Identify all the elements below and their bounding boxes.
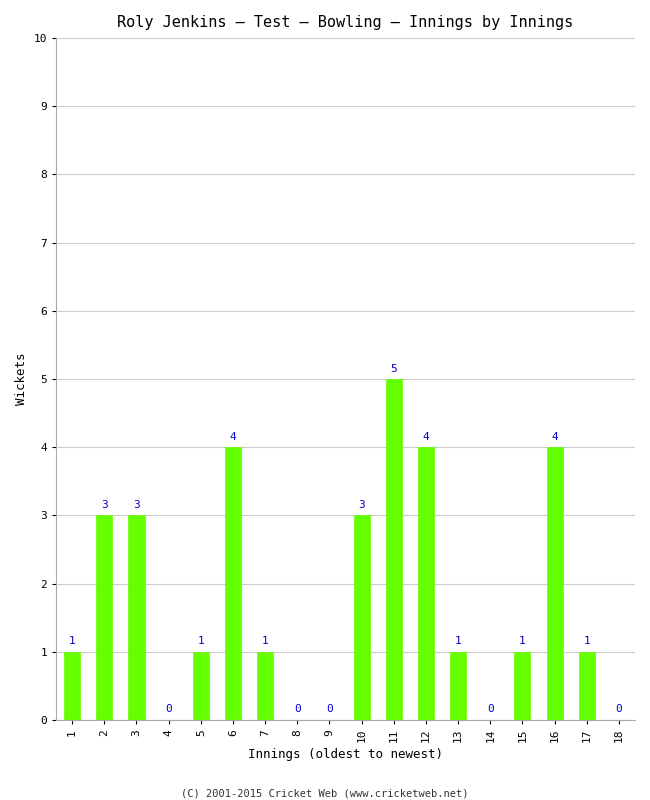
Text: 3: 3 xyxy=(133,500,140,510)
Text: 0: 0 xyxy=(487,705,493,714)
Text: 4: 4 xyxy=(422,432,429,442)
X-axis label: Innings (oldest to newest): Innings (oldest to newest) xyxy=(248,748,443,761)
Bar xyxy=(514,652,530,720)
Text: 1: 1 xyxy=(262,636,268,646)
Bar xyxy=(385,379,402,720)
Text: 0: 0 xyxy=(616,705,622,714)
Text: 0: 0 xyxy=(326,705,333,714)
Text: (C) 2001-2015 Cricket Web (www.cricketweb.net): (C) 2001-2015 Cricket Web (www.cricketwe… xyxy=(181,788,469,798)
Text: 1: 1 xyxy=(198,636,204,646)
Bar xyxy=(193,652,209,720)
Text: 1: 1 xyxy=(584,636,590,646)
Text: 3: 3 xyxy=(101,500,108,510)
Bar xyxy=(450,652,466,720)
Bar xyxy=(354,515,370,720)
Bar xyxy=(578,652,595,720)
Text: 3: 3 xyxy=(358,500,365,510)
Text: 0: 0 xyxy=(165,705,172,714)
Text: 1: 1 xyxy=(69,636,75,646)
Text: 4: 4 xyxy=(229,432,237,442)
Bar xyxy=(225,447,241,720)
Text: 0: 0 xyxy=(294,705,301,714)
Text: 1: 1 xyxy=(455,636,461,646)
Bar xyxy=(96,515,112,720)
Bar xyxy=(257,652,273,720)
Text: 1: 1 xyxy=(519,636,526,646)
Text: 5: 5 xyxy=(391,363,397,374)
Title: Roly Jenkins – Test – Bowling – Innings by Innings: Roly Jenkins – Test – Bowling – Innings … xyxy=(118,15,574,30)
Bar xyxy=(418,447,434,720)
Bar xyxy=(129,515,144,720)
Text: 4: 4 xyxy=(551,432,558,442)
Bar xyxy=(64,652,80,720)
Y-axis label: Wickets: Wickets xyxy=(15,353,28,406)
Bar xyxy=(547,447,563,720)
